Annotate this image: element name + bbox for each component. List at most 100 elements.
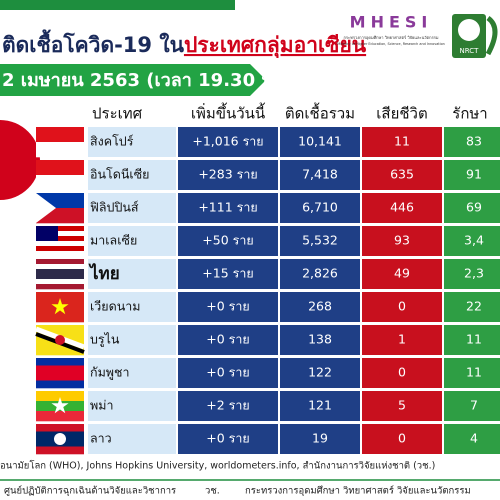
cell-bg — [88, 325, 176, 355]
cell-value: 49 — [394, 266, 410, 281]
cell-value: 5,532 — [302, 233, 338, 248]
cell-value: +1,016 ราย — [192, 134, 263, 149]
top-bar — [0, 0, 235, 10]
column-header: เพิ่มขึ้นวันนี้ — [191, 103, 266, 123]
flag-stripe — [36, 269, 84, 275]
cell-bg — [362, 292, 442, 322]
column-header: ประเทศ — [92, 105, 143, 123]
logo: MHESI — [350, 13, 433, 32]
flag-stripe — [36, 251, 84, 257]
flag-stripe — [36, 175, 84, 191]
country-name: เวียดนาม — [90, 299, 141, 314]
column-header: เสียชีวิต — [376, 105, 427, 123]
cell-bg — [280, 292, 360, 322]
cell-bg — [444, 358, 500, 388]
date: 2 เมษายน 2563 (เวลา 19.30 น.) — [2, 70, 289, 91]
cell-value: 6,710 — [302, 200, 338, 215]
cell-value: 635 — [390, 167, 414, 182]
flag-detail — [54, 433, 66, 445]
flag-stripe — [36, 226, 84, 232]
flag-detail — [55, 335, 65, 345]
cell-value: 1 — [398, 332, 406, 347]
flag-stripe — [36, 380, 84, 389]
cell-bg — [280, 193, 360, 223]
cell-value: 268 — [308, 299, 332, 314]
cell-value: 69 — [466, 200, 482, 215]
cell-value: 446 — [390, 200, 414, 215]
cell-value: 22 — [466, 299, 482, 314]
cell-bg — [444, 292, 500, 322]
org3: กระทรวงการอุดมศึกษา วิทยาศาสตร์ วิจัยและ… — [245, 485, 471, 497]
country-name: พม่า — [90, 398, 114, 413]
cell-value: +283 ราย — [198, 167, 257, 182]
cell-bg — [444, 325, 500, 355]
cell-bg — [88, 226, 176, 256]
cell-value: 7,418 — [302, 167, 338, 182]
cell-bg — [88, 259, 176, 289]
flag-detail — [51, 397, 69, 414]
country-name: กัมพูชา — [90, 365, 130, 381]
cell-value: 138 — [308, 332, 332, 347]
country-name: บรูไน — [90, 332, 120, 348]
flag-stripe — [36, 424, 84, 432]
cell-bg — [178, 259, 278, 289]
country-name: อินโดนีเซีย — [90, 167, 150, 182]
flag-stripe — [36, 446, 84, 455]
cell-value: +0 ราย — [206, 431, 249, 446]
cell-bg — [444, 259, 500, 289]
cell-bg — [280, 424, 360, 454]
title-start: ติดเชื้อโควิด-19 ใน — [2, 29, 185, 57]
cell-bg — [178, 292, 278, 322]
flag-stripe — [36, 259, 84, 265]
cell-bg — [88, 193, 176, 223]
cell-bg — [362, 127, 442, 157]
flag-stripe — [36, 160, 84, 176]
country-name: สิงคโปร์ — [90, 134, 134, 149]
flag-stripe — [36, 373, 84, 381]
cell-value: 0 — [398, 431, 406, 446]
cell-bg — [280, 325, 360, 355]
flag-stripe — [36, 391, 84, 402]
cell-value: 19 — [312, 431, 328, 446]
cell-bg — [178, 358, 278, 388]
flag-detail — [36, 226, 58, 241]
flag-stripe — [36, 264, 84, 270]
cell-value: 122 — [308, 365, 332, 380]
cell-bg — [178, 160, 278, 190]
flag-stripe — [36, 365, 84, 374]
cell-bg — [444, 127, 500, 157]
cell-bg — [178, 127, 278, 157]
org2: วช. — [205, 486, 220, 497]
cell-bg — [280, 226, 360, 256]
flag-stripe — [36, 142, 84, 158]
cell-bg — [444, 424, 500, 454]
flag-stripe — [36, 284, 84, 290]
flag-stripe — [36, 127, 84, 143]
cell-bg — [362, 193, 442, 223]
cell-bg — [362, 325, 442, 355]
logo2: NRCT — [460, 47, 480, 55]
cell-bg — [362, 391, 442, 421]
cell-bg — [178, 193, 278, 223]
cell-bg — [280, 259, 360, 289]
title: ติดเชื้อโควิด-19 ในประเทศกลุ่มอาเซียน — [2, 29, 367, 59]
cell-bg — [88, 292, 176, 322]
cell-bg — [280, 391, 360, 421]
flag-stripe — [36, 279, 84, 285]
cell-value: +2 ราย — [206, 398, 249, 413]
logo-thai: กระทรวงการอุดมศึกษา วิทยาศาสตร์ วิจัยและ… — [343, 35, 438, 41]
cell-value: 3,4 — [464, 233, 484, 248]
cell-value: +111 ราย — [198, 200, 257, 215]
country-name: มาเลเซีย — [90, 233, 137, 248]
country-name: ลาว — [90, 431, 112, 446]
flag-stripe — [36, 241, 84, 247]
cell-value: 83 — [466, 134, 482, 149]
cell-bg — [280, 127, 360, 157]
country-name: ไทย — [88, 263, 120, 284]
cell-bg — [88, 391, 176, 421]
cell-value: +15 ราย — [202, 266, 253, 281]
cell-bg — [362, 259, 442, 289]
cell-bg — [280, 160, 360, 190]
cell-value: 2,3 — [464, 266, 484, 281]
